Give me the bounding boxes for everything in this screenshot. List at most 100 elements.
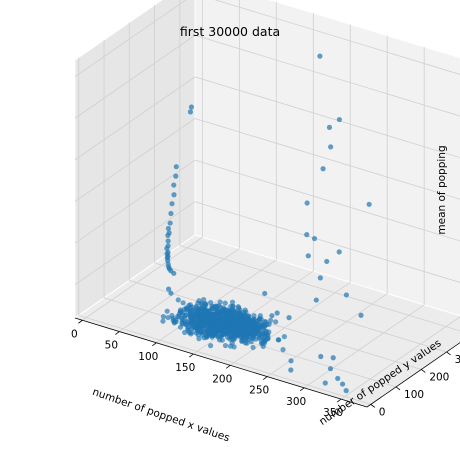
- y-tick: [370, 404, 376, 408]
- data-point: [219, 314, 225, 320]
- x-tick-label: 250: [249, 385, 269, 397]
- data-point: [241, 315, 247, 321]
- y-tick: [421, 369, 426, 373]
- data-point: [336, 249, 342, 255]
- data-point: [160, 314, 167, 320]
- data-point: [168, 290, 174, 296]
- data-point: [201, 297, 207, 303]
- x-gridline: [82, 236, 203, 321]
- x-tick: [226, 364, 231, 369]
- x-gridline: [119, 248, 240, 332]
- data-point: [358, 312, 364, 318]
- data-point: [318, 353, 324, 360]
- y-tick-label: 200: [429, 371, 449, 383]
- data-point: [184, 321, 190, 328]
- y-gridline: [179, 245, 460, 332]
- chart-title: first 30000 data: [180, 24, 280, 39]
- z-gridline: [74, 0, 187, 77]
- x-tick-label: 350: [323, 407, 343, 419]
- data-point: [273, 319, 279, 325]
- data-point: [214, 314, 220, 320]
- x-tick-label: 50: [105, 340, 118, 352]
- data-point: [202, 308, 208, 314]
- z-gridline: [74, 34, 196, 119]
- data-point: [246, 317, 252, 323]
- data-point: [186, 329, 192, 336]
- data-point: [160, 318, 166, 324]
- data-point: [234, 312, 240, 319]
- data-point: [205, 329, 211, 335]
- data-point: [200, 322, 206, 328]
- data-point: [322, 380, 328, 386]
- data-point: [169, 201, 175, 207]
- data-point: [168, 210, 174, 217]
- data-point: [246, 321, 252, 327]
- x-gridline: [303, 304, 425, 389]
- x-tick-label: 300: [286, 396, 306, 408]
- data-point: [199, 314, 205, 320]
- data-point: [173, 164, 179, 170]
- data-point: [196, 336, 202, 342]
- data-point: [171, 319, 177, 325]
- data-point: [165, 232, 171, 238]
- data-point: [224, 334, 231, 340]
- data-point: [179, 315, 185, 322]
- data-point: [214, 303, 220, 309]
- y-tick: [395, 386, 401, 391]
- data-point: [195, 313, 201, 319]
- data-point: [165, 225, 172, 232]
- data-point: [233, 333, 239, 339]
- data-point: [203, 334, 210, 340]
- data-point: [327, 366, 334, 372]
- x-gridline: [340, 316, 460, 400]
- y-tick-label: 0: [379, 406, 386, 418]
- data-point: [183, 306, 190, 312]
- data-point: [339, 381, 346, 387]
- y-axis-line: [366, 342, 460, 408]
- data-point: [222, 300, 228, 306]
- x-tick-label: 0: [71, 328, 78, 340]
- x-tick: [78, 319, 83, 324]
- z-axis-label: mean of popping: [436, 145, 448, 234]
- y-gridline: [154, 262, 447, 353]
- z-gridline: [74, 201, 196, 286]
- data-point: [259, 325, 266, 331]
- data-point: [166, 286, 172, 292]
- data-point: [171, 182, 177, 188]
- data-point: [220, 324, 226, 330]
- data-point: [288, 358, 294, 364]
- data-point: [222, 342, 229, 349]
- data-point: [207, 343, 214, 349]
- data-point: [238, 322, 244, 328]
- data-point: [187, 109, 194, 115]
- data-point: [212, 329, 218, 335]
- x-tick: [262, 376, 268, 380]
- data-point: [188, 104, 195, 110]
- data-point: [188, 320, 194, 326]
- data-point: [311, 235, 318, 242]
- data-point: [275, 337, 281, 343]
- data-point: [330, 355, 336, 361]
- z-gridline: [194, 118, 460, 200]
- data-point: [210, 325, 216, 331]
- data-point: [165, 314, 171, 321]
- data-point: [188, 315, 194, 321]
- data-point: [250, 344, 256, 351]
- axes: [74, 317, 460, 408]
- data-point: [343, 388, 349, 394]
- data-point: [261, 337, 267, 343]
- y-tick-label: 100: [404, 389, 424, 401]
- data-point: [167, 220, 173, 226]
- data-point: [241, 332, 247, 338]
- tick-labels: 05010015020025030035001002003004000.0010…: [71, 319, 460, 419]
- data-point: [234, 318, 240, 325]
- data-point: [165, 243, 171, 249]
- data-point: [328, 144, 334, 150]
- data-point: [280, 347, 286, 353]
- data-point: [304, 232, 310, 238]
- data-point: [194, 308, 201, 314]
- data-point: [317, 53, 323, 59]
- x-axis-line: [74, 317, 368, 408]
- data-point: [262, 290, 268, 297]
